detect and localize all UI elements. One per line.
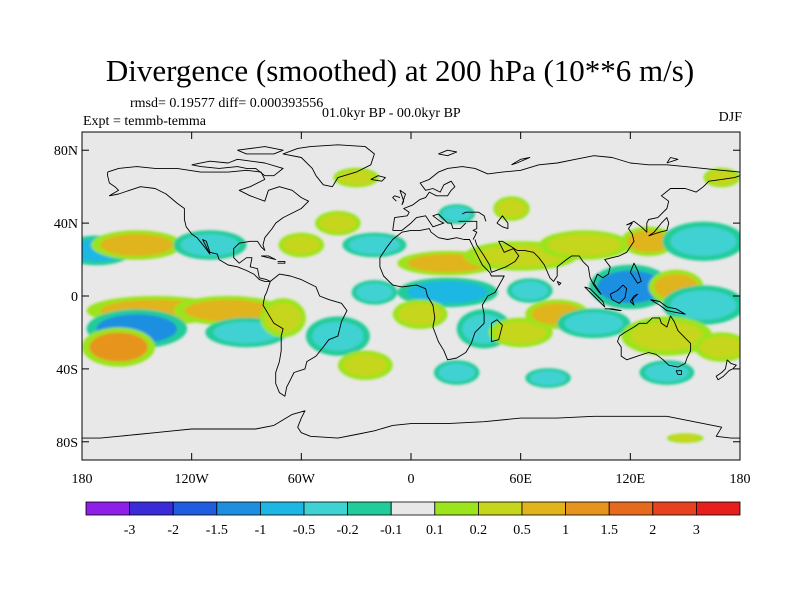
- y-tick-label-0: 80N: [54, 144, 78, 159]
- x-tick-label-6: 180: [730, 472, 751, 487]
- feature-core-34: [630, 321, 704, 351]
- coast-misc-islands: [260, 175, 562, 343]
- coast-south-america: [262, 273, 348, 397]
- colorbar-box-0: [85, 501, 130, 516]
- season-label: DJF: [718, 110, 742, 125]
- x-tick-label-4: 60E: [509, 472, 532, 487]
- colorbar-label-12: 2: [649, 523, 656, 538]
- y-axis: 80N 40N 0 40S 80S: [54, 144, 740, 451]
- colorbar-box-6: [347, 501, 392, 516]
- experiment-label: Expt = temmb-temma: [83, 114, 206, 129]
- colorbar-box-7: [390, 501, 436, 516]
- feature-core-5: [319, 214, 357, 233]
- colorbar-label-3: -1: [255, 523, 267, 538]
- y-tick-label-2: 0: [71, 290, 78, 305]
- feature-core-18: [597, 270, 664, 304]
- colorbar-label-9: 0.5: [513, 523, 531, 538]
- feature-core-24: [184, 299, 273, 322]
- feature-core-17: [511, 281, 549, 300]
- coast-australia: [617, 315, 737, 381]
- feature-core-1: [100, 234, 174, 256]
- colorbar-box-11: [565, 501, 610, 516]
- colorbar-label-2: -1.5: [206, 523, 228, 538]
- period-label: 01.0kyr BP - 00.0kyr BP: [322, 106, 461, 121]
- coast-north-america: [107, 166, 310, 282]
- feature-core-10: [670, 226, 737, 256]
- y-tick-label-1: 40N: [54, 217, 78, 232]
- colorbar-label-4: -0.5: [293, 523, 315, 538]
- x-tick-label-5: 120E: [616, 472, 646, 487]
- colorbar-label-5: -0.2: [337, 523, 359, 538]
- feature-core-15: [356, 283, 393, 302]
- coast-antarctica: [82, 410, 740, 439]
- colorbar-label-1: -2: [167, 523, 179, 538]
- feature-core-28: [343, 354, 388, 377]
- colorbar-box-5: [303, 501, 348, 516]
- x-tick-label-0: 180: [72, 472, 93, 487]
- feature-core-36: [438, 363, 475, 382]
- anomaly-features: [82, 167, 740, 444]
- x-tick-label-2: 60W: [288, 472, 316, 487]
- colorbar-label-11: 1.5: [600, 523, 618, 538]
- coastlines: [82, 144, 740, 439]
- y-tick-label-3: 40S: [56, 363, 78, 378]
- feature-core-13: [337, 170, 375, 185]
- feature-core-20: [670, 290, 737, 320]
- x-tick-label-3: 0: [408, 472, 415, 487]
- coast-africa-europe: [379, 155, 740, 361]
- colorbar-box-2: [172, 501, 218, 516]
- colorbar-label-8: 0.2: [470, 523, 488, 538]
- colorbar-label-13: 3: [693, 523, 700, 538]
- colorbar-box-14: [696, 501, 741, 516]
- feature-core-14: [707, 170, 737, 185]
- feature-core-29: [398, 303, 443, 326]
- colorbar-box-13: [652, 501, 697, 516]
- feature-core-38: [644, 363, 689, 382]
- stats-text: rmsd= 0.19577 diff= 0.000393556: [130, 96, 324, 111]
- y-tick-label-4: 80S: [56, 436, 78, 451]
- coast-arctic-islands: [191, 146, 679, 177]
- x-axis: 180 120W 60W 0 60E 120E 180: [72, 132, 751, 487]
- feature-core-26: [264, 303, 302, 333]
- feature-core-33: [564, 312, 624, 335]
- feature-core-31: [495, 321, 547, 344]
- coast-asia: [474, 175, 740, 295]
- coast-greenland: [282, 144, 375, 188]
- feature-core-16: [407, 281, 488, 304]
- colorbar-box-10: [521, 501, 566, 516]
- chart-title: Divergence (smoothed) at 200 hPa (10**6 …: [105, 53, 695, 88]
- feature-core-9: [626, 230, 671, 253]
- feature-core-39: [670, 434, 700, 442]
- feature-core-8: [548, 234, 622, 256]
- colorbar-box-1: [129, 501, 174, 516]
- feature-core-3: [283, 235, 320, 255]
- colorbar-label-6: -0.1: [380, 523, 402, 538]
- feature-core-35: [699, 336, 740, 358]
- colorbar-box-4: [259, 501, 305, 516]
- colorbar-box-3: [216, 501, 261, 516]
- colorbar-label-7: 0.1: [426, 523, 444, 538]
- feature-core-12: [442, 206, 472, 222]
- colorbar-label-10: 1: [562, 523, 569, 538]
- colorbar-label-0: -3: [124, 523, 136, 538]
- colorbar: -3 -2 -1.5 -1 -0.5 -0.2 -0.1 0.1 0.2 0.5 1 1.5 2 3: [85, 501, 741, 538]
- coast-southeast-asia-islands: [584, 217, 686, 315]
- feature-core-37: [529, 370, 567, 386]
- feature-core-2: [180, 234, 240, 256]
- feature-core-4: [348, 235, 401, 255]
- feature-core-23: [89, 332, 148, 362]
- colorbar-box-9: [477, 501, 523, 516]
- feature-core-11: [496, 199, 527, 218]
- colorbar-box-12: [608, 501, 654, 516]
- x-tick-label-1: 120W: [175, 472, 210, 487]
- colorbar-box-8: [434, 501, 479, 516]
